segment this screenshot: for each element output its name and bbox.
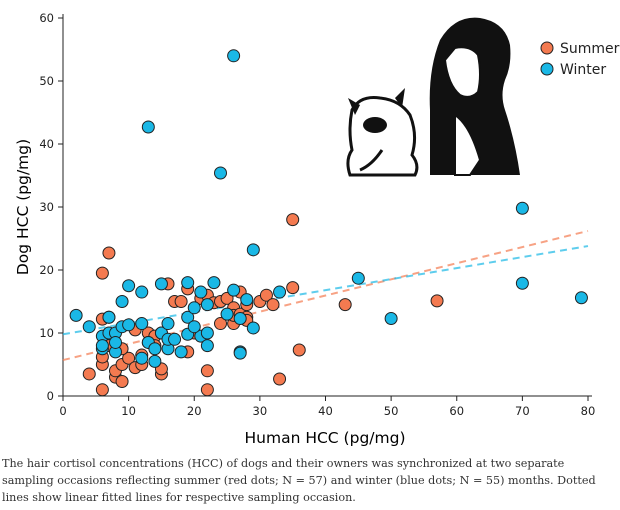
winter-point [141, 120, 155, 134]
winter-point [246, 243, 260, 257]
winter-point [515, 276, 529, 290]
winter-point [181, 310, 195, 324]
summer-point [259, 288, 273, 302]
summer-point [174, 295, 188, 308]
x-tick-label: 30 [253, 404, 268, 418]
winter-fit-line [62, 245, 589, 336]
x-tick-label: 70 [515, 404, 530, 418]
x-axis-label: Human HCC (pg/mg) [245, 429, 406, 447]
summer-point [82, 367, 96, 381]
winter-point [273, 285, 287, 299]
winter-point [181, 276, 195, 290]
winter-point [135, 285, 149, 299]
winter-point [154, 277, 168, 291]
winter-point [233, 312, 247, 326]
winter-point [227, 49, 241, 63]
winter-point [122, 279, 136, 293]
winter-point [200, 339, 214, 353]
winter-point [187, 301, 201, 315]
legend: Summer Winter [540, 41, 620, 78]
winter-point [200, 326, 214, 340]
figure-caption: The hair cortisol concentrations (HCC) o… [2, 457, 596, 504]
y-axis-label: Dog HCC (pg/mg) [14, 139, 32, 275]
summer-point [102, 246, 116, 260]
winter-point [200, 298, 214, 312]
summer-point [430, 294, 444, 308]
x-tick-label: 60 [449, 404, 464, 418]
x-tick-label: 0 [59, 404, 66, 418]
winter-point [384, 312, 398, 326]
summer-point [95, 383, 109, 397]
winter-point [187, 320, 201, 334]
summer-point [338, 298, 352, 312]
winter-point [515, 201, 529, 215]
y-tick-label: 40 [39, 137, 54, 151]
x-tick-label: 80 [581, 404, 596, 418]
dog-and-woman-illustration [346, 17, 520, 177]
winter-point [122, 318, 136, 332]
winter-point [574, 291, 588, 305]
winter-point [148, 342, 162, 356]
summer-point [200, 364, 214, 378]
winter-legend-marker [540, 62, 554, 76]
x-tick-label: 10 [121, 404, 136, 418]
y-tick-label: 0 [47, 389, 54, 403]
winter-point [161, 317, 175, 331]
winter-point [233, 346, 247, 360]
winter-point [214, 166, 227, 180]
summer-point [115, 375, 129, 389]
winter-point [246, 321, 260, 335]
summer-point [214, 317, 227, 331]
winter-point [135, 351, 149, 365]
winter-point [148, 354, 162, 368]
winter-point [69, 308, 83, 322]
winter-point [168, 332, 182, 346]
summer-point [273, 372, 287, 386]
summer-point [122, 351, 136, 365]
winter-point [174, 345, 188, 359]
winter-point [95, 339, 109, 353]
y-tick-label: 60 [39, 11, 54, 25]
winter-point [207, 276, 221, 290]
x-tick-label: 20 [187, 404, 202, 418]
summer-point [266, 298, 280, 312]
y-tick-label: 30 [39, 200, 54, 214]
summer-point [95, 266, 109, 280]
winter-point [194, 285, 208, 299]
y-tick-label: 50 [39, 74, 54, 88]
summer-point [286, 281, 300, 295]
winter-point [135, 317, 149, 331]
summer-point [286, 213, 300, 227]
winter-point [351, 271, 365, 285]
summer-point [292, 343, 306, 357]
winter-point [220, 307, 234, 321]
winter-point [240, 293, 254, 307]
y-tick-label: 10 [39, 326, 54, 340]
summer-point [200, 383, 214, 397]
winter-point [102, 310, 116, 324]
winter-point [227, 283, 241, 297]
winter-point [115, 295, 129, 308]
winter-point [109, 335, 122, 349]
winter-point [82, 320, 96, 334]
x-tick-label: 40 [318, 404, 333, 418]
scatter-chart: 0 10 20 30 40 50 60 70 80 0 10 20 30 40 50 60 Summer Win… [14, 11, 620, 447]
x-tick-label: 50 [384, 404, 399, 418]
winter-legend-label: Winter [560, 62, 606, 78]
summer-legend-label: Summer [560, 41, 620, 57]
y-tick-label: 20 [39, 263, 54, 277]
summer-legend-marker [540, 41, 554, 55]
